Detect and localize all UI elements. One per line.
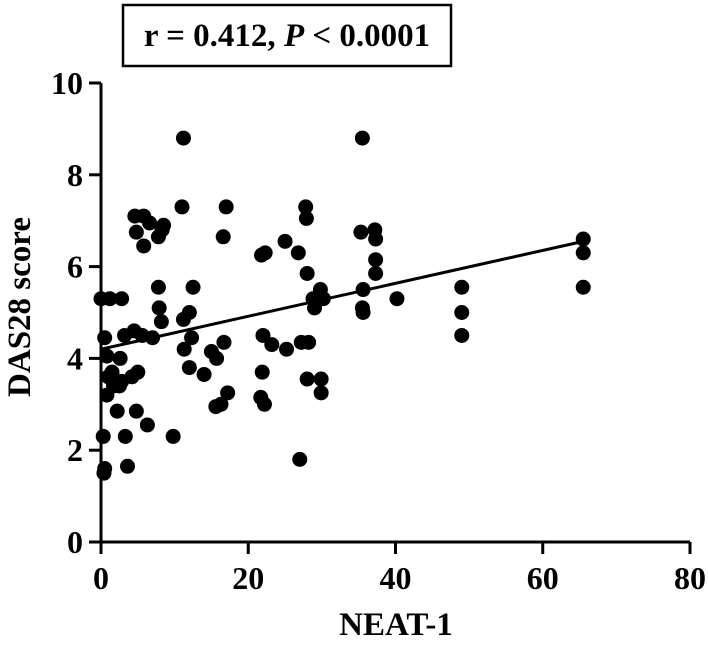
data-point bbox=[97, 330, 113, 346]
annotation-r: r = 0.412, bbox=[144, 18, 284, 54]
data-point bbox=[368, 265, 384, 281]
data-point bbox=[96, 465, 112, 481]
data-point bbox=[313, 385, 329, 401]
data-point bbox=[104, 364, 120, 380]
data-point bbox=[298, 210, 314, 226]
data-point bbox=[575, 245, 591, 261]
data-point bbox=[313, 371, 329, 387]
data-point bbox=[114, 291, 130, 307]
data-point bbox=[218, 199, 234, 215]
data-point bbox=[174, 199, 190, 215]
data-point bbox=[292, 451, 308, 467]
annotation-p-value: < 0.0001 bbox=[304, 18, 430, 54]
data-point bbox=[389, 291, 405, 307]
data-point bbox=[156, 217, 172, 233]
annotation-p-symbol: P bbox=[283, 18, 305, 54]
x-tick-label: 80 bbox=[674, 560, 706, 596]
data-point bbox=[128, 224, 144, 240]
data-point bbox=[454, 279, 470, 295]
data-point bbox=[368, 252, 384, 268]
data-point bbox=[130, 364, 146, 380]
data-point bbox=[575, 231, 591, 247]
y-tick-label: 6 bbox=[67, 249, 83, 285]
axes-frame bbox=[99, 83, 690, 544]
data-point bbox=[175, 130, 191, 146]
data-point bbox=[301, 334, 317, 350]
y-tick-label: 4 bbox=[67, 340, 83, 376]
data-point bbox=[95, 428, 111, 444]
data-point bbox=[185, 279, 201, 295]
x-tick-label: 60 bbox=[527, 560, 559, 596]
y-tick-label: 8 bbox=[67, 157, 83, 193]
data-point bbox=[220, 385, 236, 401]
data-point bbox=[264, 337, 280, 353]
x-axis-ticks: 0 20 40 60 80 bbox=[93, 542, 706, 596]
data-point bbox=[176, 341, 192, 357]
data-point bbox=[99, 348, 115, 364]
data-point bbox=[142, 215, 158, 231]
x-tick-label: 40 bbox=[380, 560, 412, 596]
y-tick-label: 2 bbox=[67, 432, 83, 468]
data-point bbox=[257, 245, 273, 261]
data-point bbox=[454, 305, 470, 320]
data-point bbox=[354, 130, 370, 146]
y-tick-label: 0 bbox=[67, 524, 83, 560]
data-point bbox=[196, 366, 212, 382]
data-point bbox=[213, 396, 229, 412]
y-axis-ticks: 0 2 4 6 8 10 bbox=[51, 65, 101, 560]
data-point bbox=[117, 428, 133, 444]
data-point bbox=[277, 233, 293, 249]
data-point bbox=[298, 199, 314, 215]
data-points bbox=[93, 130, 591, 481]
data-point bbox=[139, 417, 155, 433]
data-point bbox=[575, 279, 591, 295]
data-point bbox=[181, 360, 197, 376]
data-point bbox=[150, 279, 166, 295]
data-point bbox=[216, 334, 232, 350]
data-point bbox=[128, 403, 144, 419]
annotation-text: r = 0.412, P < 0.0001 bbox=[144, 18, 430, 54]
data-point bbox=[109, 403, 125, 419]
annotation-box: r = 0.412, P < 0.0001 bbox=[121, 3, 453, 68]
data-point bbox=[165, 428, 181, 444]
data-point bbox=[136, 238, 152, 254]
data-point bbox=[290, 245, 306, 261]
data-point bbox=[355, 305, 371, 320]
data-point bbox=[368, 231, 384, 247]
data-point bbox=[254, 364, 270, 380]
data-point bbox=[215, 229, 231, 245]
data-point bbox=[299, 265, 315, 281]
data-point bbox=[112, 350, 128, 366]
regression-line bbox=[100, 239, 584, 351]
data-point bbox=[151, 300, 167, 316]
data-point bbox=[181, 305, 197, 320]
data-point bbox=[279, 341, 295, 357]
annotation-frame bbox=[121, 3, 453, 68]
y-tick-label: 10 bbox=[51, 65, 83, 101]
x-axis-label: NEAT-1 bbox=[339, 607, 453, 643]
data-point bbox=[209, 350, 225, 366]
data-point bbox=[454, 327, 470, 343]
x-tick-label: 0 bbox=[93, 560, 109, 596]
data-point bbox=[353, 224, 369, 240]
x-tick-label: 20 bbox=[232, 560, 264, 596]
y-axis-label: DAS28 score bbox=[2, 217, 38, 397]
data-point bbox=[256, 396, 272, 412]
data-point bbox=[120, 458, 136, 474]
data-point bbox=[153, 314, 169, 330]
data-point bbox=[299, 371, 315, 387]
data-point bbox=[184, 330, 200, 346]
data-point bbox=[102, 291, 118, 307]
